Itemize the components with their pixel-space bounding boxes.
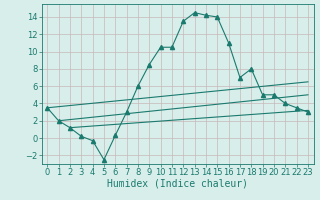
X-axis label: Humidex (Indice chaleur): Humidex (Indice chaleur) [107,179,248,189]
